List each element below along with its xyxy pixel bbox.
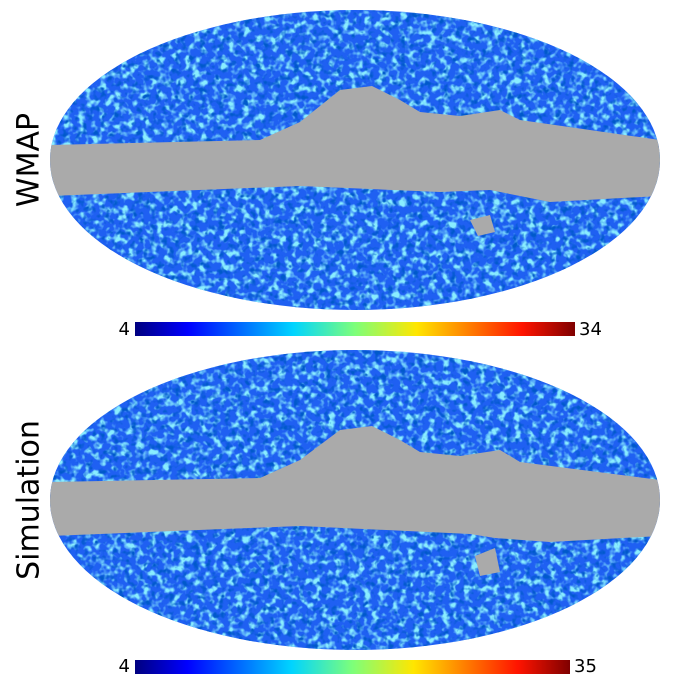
sky-map xyxy=(50,350,660,650)
colorbar xyxy=(135,660,570,674)
panel-label: WMAP xyxy=(12,113,47,207)
colorbar-max: 34 xyxy=(579,319,602,340)
sky-map xyxy=(50,10,660,310)
colorbar xyxy=(135,322,575,336)
colorbar-max: 35 xyxy=(574,656,597,677)
colorbar-min: 4 xyxy=(119,319,130,340)
panel-label: Simulation xyxy=(12,420,47,580)
colorbar-min: 4 xyxy=(119,656,130,677)
